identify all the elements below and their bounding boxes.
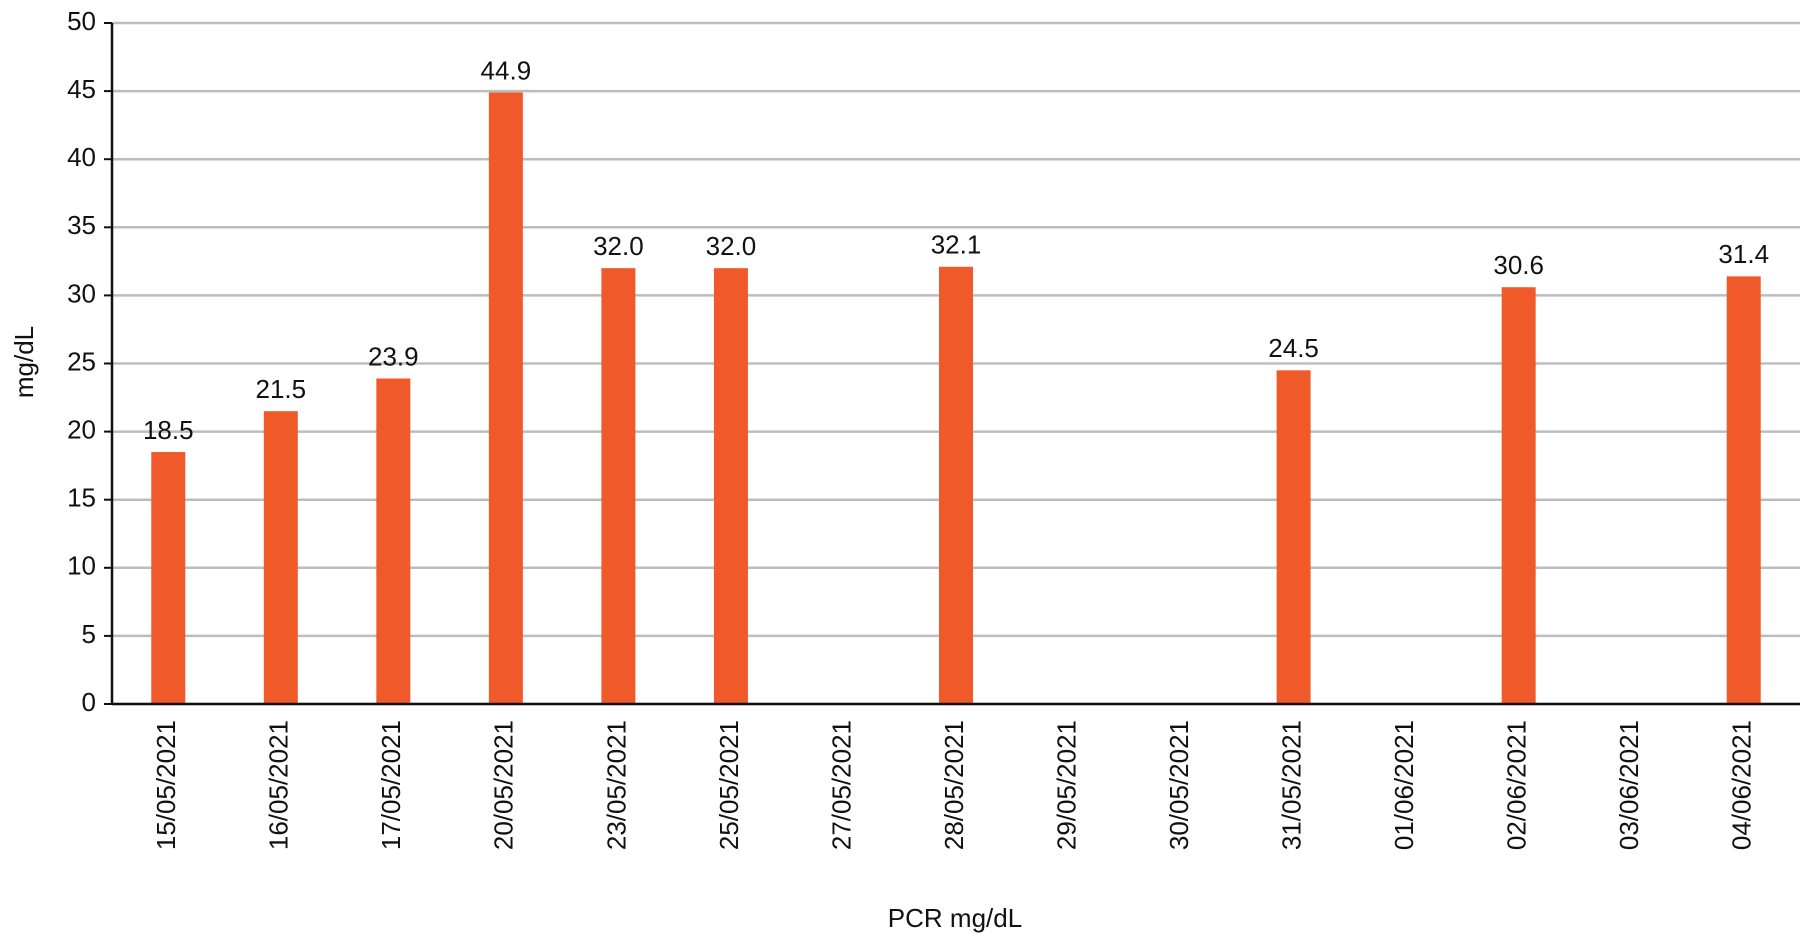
- value-label: 32.0: [706, 231, 757, 261]
- y-tick-label: 5: [82, 619, 96, 649]
- x-tick-label: 03/06/2021: [1614, 720, 1644, 850]
- y-tick-label: 35: [67, 210, 96, 240]
- value-label: 44.9: [481, 55, 532, 85]
- bar: [1501, 287, 1536, 704]
- bar: [601, 268, 636, 704]
- bar: [1726, 276, 1761, 704]
- y-tick-label: 15: [67, 483, 96, 513]
- x-tick-label: 23/05/2021: [601, 720, 631, 850]
- x-tick-label: 04/06/2021: [1727, 720, 1757, 850]
- y-tick-label: 45: [67, 74, 96, 104]
- x-tick-label: 17/05/2021: [376, 720, 406, 850]
- value-label: 18.5: [143, 415, 194, 445]
- y-axis-title: mg/dL: [9, 326, 39, 398]
- x-tick-label: 29/05/2021: [1051, 720, 1081, 850]
- x-tick-label: 16/05/2021: [264, 720, 294, 850]
- value-label: 23.9: [368, 341, 419, 371]
- y-tick-label: 40: [67, 142, 96, 172]
- value-label: 24.5: [1268, 333, 1319, 363]
- value-label: 32.0: [593, 231, 644, 261]
- x-tick-label: 27/05/2021: [826, 720, 856, 850]
- y-tick-label: 30: [67, 278, 96, 308]
- bar: [376, 378, 411, 704]
- x-tick-label: 25/05/2021: [714, 720, 744, 850]
- x-tick-label: 01/06/2021: [1389, 720, 1419, 850]
- value-label: 31.4: [1718, 239, 1769, 269]
- value-label: 32.1: [931, 230, 982, 260]
- value-label: 21.5: [255, 374, 306, 404]
- value-label: 30.6: [1493, 250, 1544, 280]
- x-tick-label: 20/05/2021: [489, 720, 519, 850]
- bar: [488, 92, 523, 705]
- x-tick-label: 15/05/2021: [151, 720, 181, 850]
- bar: [151, 452, 186, 704]
- x-axis-title: PCR mg/dL: [888, 903, 1022, 933]
- y-tick-label: 25: [67, 346, 96, 376]
- bar: [713, 268, 748, 704]
- bar: [263, 411, 298, 704]
- x-tick-label: 28/05/2021: [939, 720, 969, 850]
- bar: [1276, 370, 1311, 704]
- bar: [939, 266, 973, 704]
- x-tick-label: 02/06/2021: [1502, 720, 1532, 850]
- y-tick-label: 0: [82, 687, 96, 717]
- x-tick-label: 30/05/2021: [1164, 720, 1194, 850]
- x-tick-label: 31/05/2021: [1276, 720, 1306, 850]
- y-tick-label: 10: [67, 551, 96, 581]
- y-tick-label: 50: [67, 6, 96, 36]
- y-tick-label: 20: [67, 414, 96, 444]
